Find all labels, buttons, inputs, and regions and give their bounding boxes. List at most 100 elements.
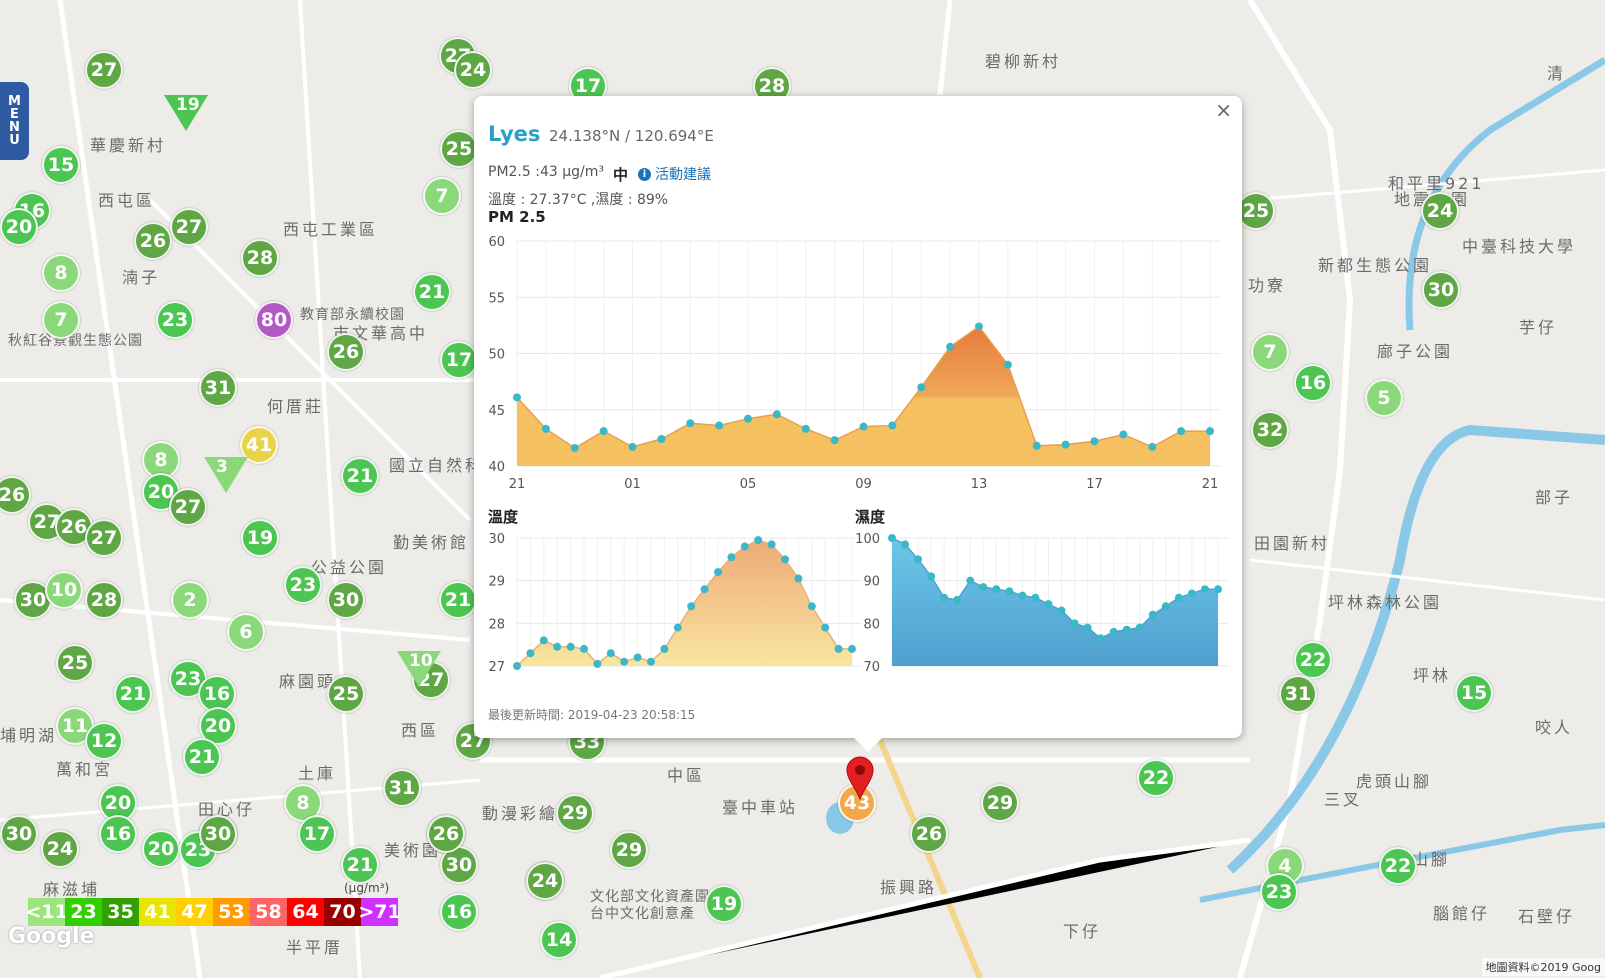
pm25-station-marker[interactable]: 27	[169, 488, 207, 526]
data-point[interactable]	[1119, 430, 1128, 439]
data-point[interactable]	[744, 414, 752, 423]
data-point[interactable]	[1109, 627, 1118, 636]
pm25-station-marker[interactable]: 22	[1379, 847, 1417, 885]
pm25-station-marker[interactable]: 30	[1422, 271, 1460, 309]
data-point[interactable]	[940, 593, 949, 602]
close-icon[interactable]: ×	[1215, 98, 1232, 122]
pm25-station-marker[interactable]: 23	[156, 301, 194, 339]
data-point[interactable]	[1096, 634, 1105, 643]
data-point[interactable]	[1070, 619, 1079, 628]
data-point[interactable]	[1148, 610, 1157, 619]
pm25-station-marker[interactable]: 16	[99, 815, 137, 853]
data-point[interactable]	[946, 342, 955, 351]
pm25-station-marker[interactable]: 21	[183, 738, 221, 776]
pm25-station-marker[interactable]: 30	[199, 815, 237, 853]
pm25-station-marker[interactable]: 25	[1237, 192, 1275, 230]
data-point[interactable]	[513, 393, 521, 402]
pm25-station-marker[interactable]: 26	[910, 815, 948, 853]
pm25-station-marker[interactable]: 21	[341, 846, 379, 884]
data-point[interactable]	[1005, 587, 1014, 596]
data-point[interactable]	[975, 322, 983, 331]
location-pin-icon[interactable]	[845, 755, 875, 801]
pm25-station-marker[interactable]: 31	[199, 369, 237, 407]
pm25-station-marker[interactable]: 20	[0, 208, 38, 246]
pm25-station-marker[interactable]: 23	[1260, 873, 1298, 911]
data-point[interactable]	[966, 576, 975, 585]
pm25-station-marker[interactable]: 29	[981, 784, 1019, 822]
pm25-station-marker[interactable]: 29	[556, 794, 594, 832]
data-point[interactable]	[1090, 437, 1099, 446]
pm25-station-marker[interactable]: 29	[610, 831, 648, 869]
data-point[interactable]	[740, 542, 749, 551]
data-point[interactable]	[1032, 441, 1041, 450]
pm25-station-marker[interactable]: 15	[42, 146, 80, 184]
data-point[interactable]	[727, 553, 736, 562]
pm25-station-marker[interactable]: 22	[1137, 759, 1175, 797]
data-point[interactable]	[901, 540, 910, 549]
pm25-station-marker[interactable]: 14	[540, 921, 578, 959]
pm25-station-marker[interactable]: 24	[1421, 192, 1459, 230]
data-point[interactable]	[541, 424, 550, 433]
pm25-station-marker[interactable]: 16	[198, 675, 236, 713]
pm25-station-marker[interactable]: 80	[255, 301, 293, 339]
pm25-station-marker[interactable]: 19	[241, 519, 279, 557]
pm25-station-marker[interactable]: 27	[85, 519, 123, 557]
pm25-station-marker[interactable]: 26	[327, 333, 365, 371]
data-point[interactable]	[830, 436, 839, 445]
data-point[interactable]	[660, 644, 669, 653]
pm25-station-marker[interactable]: 27	[85, 51, 123, 89]
data-point[interactable]	[606, 649, 615, 658]
data-point[interactable]	[1057, 606, 1066, 615]
sensor-triangle-marker[interactable]: 3	[204, 457, 248, 493]
data-point[interactable]	[767, 540, 776, 549]
data-point[interactable]	[599, 427, 608, 436]
data-point[interactable]	[979, 583, 988, 592]
pm25-station-marker[interactable]: 7	[1251, 333, 1289, 371]
data-point[interactable]	[953, 595, 962, 604]
pm25-station-marker[interactable]: 24	[41, 830, 79, 868]
data-point[interactable]	[526, 649, 535, 658]
data-point[interactable]	[914, 555, 923, 564]
pm25-station-marker[interactable]: 10	[45, 571, 83, 609]
data-point[interactable]	[628, 442, 637, 451]
pm25-station-marker[interactable]: 21	[439, 581, 477, 619]
sensor-triangle-marker[interactable]: 10	[397, 651, 441, 687]
pm25-station-marker[interactable]: 8	[142, 441, 180, 479]
data-point[interactable]	[1122, 625, 1131, 634]
pm25-station-marker[interactable]: 25	[56, 644, 94, 682]
data-point[interactable]	[1031, 593, 1040, 602]
pm25-station-marker[interactable]: 8	[42, 254, 80, 292]
data-point[interactable]	[1083, 623, 1092, 632]
data-point[interactable]	[1161, 602, 1170, 611]
data-point[interactable]	[794, 574, 803, 583]
data-point[interactable]	[801, 424, 810, 433]
activity-advice-link[interactable]: i 活動建議	[638, 164, 711, 184]
data-point[interactable]	[566, 642, 575, 651]
data-point[interactable]	[715, 421, 724, 430]
pm25-station-marker[interactable]: 30	[327, 581, 365, 619]
data-point[interactable]	[807, 602, 816, 611]
pm25-station-marker[interactable]: 17	[298, 815, 336, 853]
data-point[interactable]	[673, 623, 682, 632]
data-point[interactable]	[1061, 440, 1070, 449]
pm25-station-marker[interactable]: 21	[413, 273, 451, 311]
pm25-station-marker[interactable]: 19	[705, 885, 743, 923]
pm25-station-marker[interactable]: 15	[1455, 674, 1493, 712]
pm25-station-marker[interactable]: 25	[327, 675, 365, 713]
data-point[interactable]	[992, 585, 1001, 594]
pm25-station-marker[interactable]: 7	[42, 301, 80, 339]
data-point[interactable]	[539, 636, 548, 645]
data-point[interactable]	[917, 383, 926, 392]
pm25-station-marker[interactable]: 20	[142, 830, 180, 868]
pm25-station-marker[interactable]: 26	[134, 222, 172, 260]
data-point[interactable]	[754, 536, 763, 545]
data-point[interactable]	[686, 419, 695, 428]
data-point[interactable]	[620, 657, 629, 666]
data-point[interactable]	[1003, 360, 1012, 369]
data-point[interactable]	[888, 534, 896, 542]
data-point[interactable]	[1214, 585, 1222, 594]
pm25-station-marker[interactable]: 16	[1294, 364, 1332, 402]
pm25-station-marker[interactable]: 27	[170, 208, 208, 246]
data-point[interactable]	[553, 642, 562, 651]
